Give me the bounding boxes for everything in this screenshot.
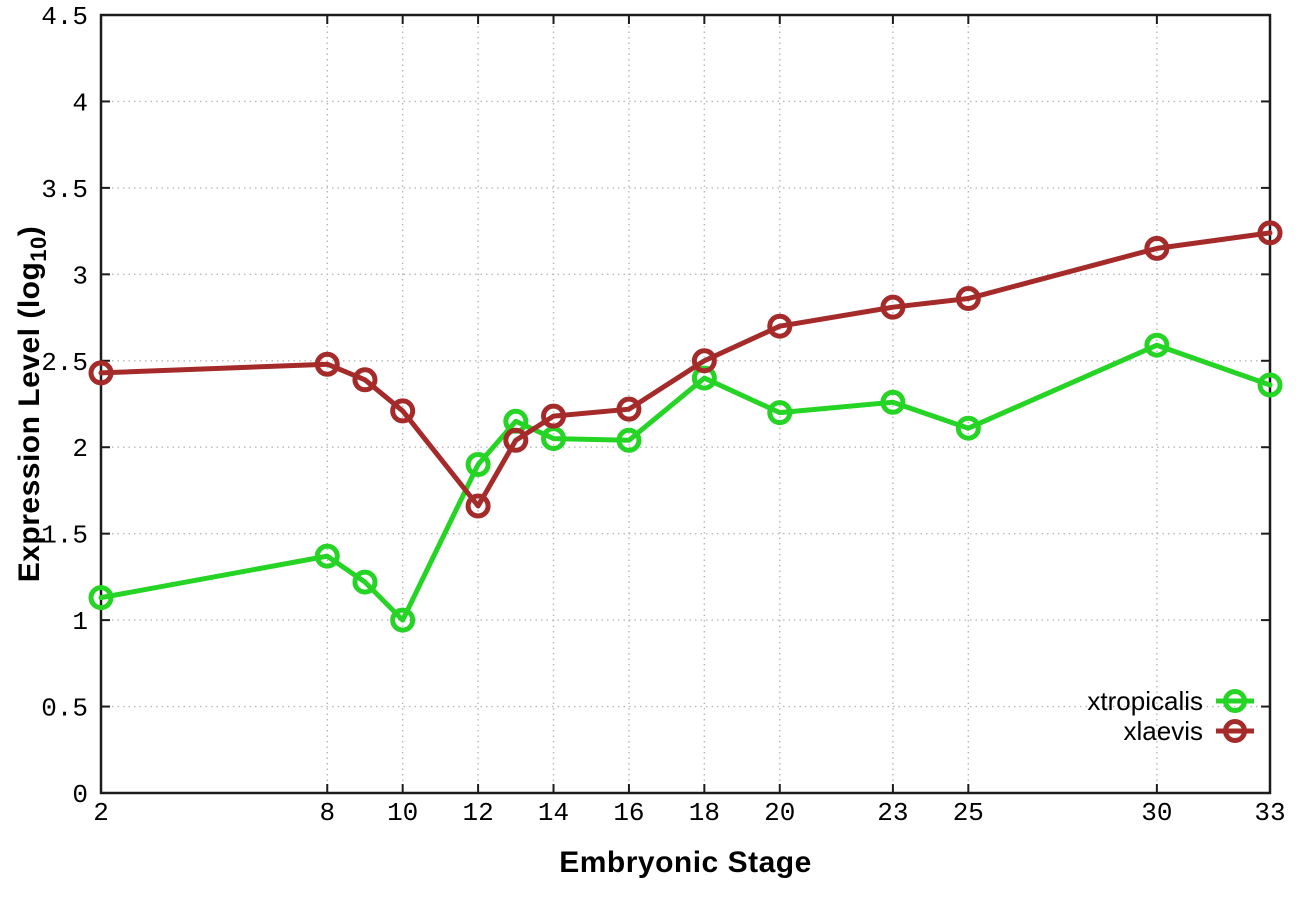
y-tick-label-1.5: 1.5 <box>41 521 88 551</box>
data-point-xlaevis-stage-10 <box>390 398 416 424</box>
legend-marker-xlaevis <box>1216 719 1254 743</box>
y-axis-title-subscript: 10 <box>26 236 51 262</box>
data-point-xtropicalis-stage-20 <box>767 400 793 426</box>
data-point-xlaevis-stage-16 <box>616 396 642 422</box>
data-point-xtropicalis-stage-18 <box>691 365 717 391</box>
y-tick-label-0: 0 <box>72 780 88 810</box>
x-tick-label-23: 23 <box>877 798 908 828</box>
data-point-xtropicalis-stage-10 <box>390 607 416 633</box>
x-axis-title: Embryonic Stage <box>559 846 812 879</box>
legend-entry-xlaevis: xlaevis <box>1124 716 1255 746</box>
y-axis-title-main: Expression Level (log <box>13 261 46 583</box>
legend-marker-xtropicalis <box>1216 689 1254 713</box>
series-xlaevis <box>88 220 1283 519</box>
y-tick-label-3: 3 <box>72 261 88 291</box>
data-point-xlaevis-stage-33 <box>1257 220 1283 246</box>
y-tick-label-1: 1 <box>72 607 88 637</box>
data-point-xlaevis-stage-25 <box>955 286 981 312</box>
x-tick-label-25: 25 <box>953 798 984 828</box>
data-point-xlaevis-stage-14 <box>541 403 567 429</box>
y-tick-label-2.5: 2.5 <box>41 348 88 378</box>
chart-legend: xtropicalis xlaevis <box>1087 686 1255 746</box>
x-tick-label-30: 30 <box>1141 798 1172 828</box>
legend-circle-icon <box>1223 689 1247 713</box>
x-tick-label-2: 2 <box>93 798 109 828</box>
data-point-xlaevis-stage-2 <box>88 360 114 386</box>
data-point-xtropicalis-stage-9 <box>352 569 378 595</box>
legend-label-xlaevis: xlaevis <box>1123 715 1203 746</box>
data-point-xlaevis-stage-9 <box>352 367 378 393</box>
y-tick-label-4: 4 <box>72 88 88 118</box>
data-point-xtropicalis-stage-12 <box>465 452 491 478</box>
legend-entry-xtropicalis: xtropicalis <box>1087 686 1255 716</box>
x-tick-label-8: 8 <box>319 798 335 828</box>
x-tick-label-12: 12 <box>462 798 493 828</box>
data-point-xtropicalis-stage-23 <box>880 389 906 415</box>
y-tick-label-3.5: 3.5 <box>41 175 88 205</box>
data-point-xlaevis-stage-23 <box>880 294 906 320</box>
x-tick-label-33: 33 <box>1254 798 1285 828</box>
x-tick-label-20: 20 <box>764 798 795 828</box>
series-xtropicalis <box>88 332 1283 633</box>
data-point-xtropicalis-stage-2 <box>88 585 114 611</box>
x-tick-label-18: 18 <box>689 798 720 828</box>
plot-border <box>99 13 1272 795</box>
data-point-xtropicalis-stage-30 <box>1144 332 1170 358</box>
x-tick-label-16: 16 <box>613 798 644 828</box>
legend-label-xtropicalis: xtropicalis <box>1087 685 1203 716</box>
y-tick-label-0.5: 0.5 <box>41 694 88 724</box>
y-axis-title-end: ) <box>13 225 46 237</box>
data-point-xtropicalis-stage-8 <box>314 543 340 569</box>
data-point-xlaevis-stage-20 <box>767 313 793 339</box>
data-point-xlaevis-stage-8 <box>314 351 340 377</box>
tick-labels: 2 8 10 12 14 16 18 20 23 25 30 33 0 0.5 1 1.5 2 2.5 3 3.5 4 4… <box>41 2 1285 828</box>
data-point-xlaevis-stage-30 <box>1144 235 1170 261</box>
y-tick-label-2: 2 <box>72 434 88 464</box>
y-tick-label-4.5: 4.5 <box>41 2 88 32</box>
axis-ticks <box>100 14 1271 794</box>
x-tick-label-10: 10 <box>387 798 418 828</box>
gridlines <box>100 14 1271 794</box>
data-point-xtropicalis-stage-25 <box>955 415 981 441</box>
data-point-xtropicalis-stage-33 <box>1257 372 1283 398</box>
data-point-xlaevis-stage-13 <box>503 427 529 453</box>
data-point-xtropicalis-stage-16 <box>616 427 642 453</box>
series-line-xtropicalis <box>98 342 1273 623</box>
legend-circle-icon <box>1223 719 1247 743</box>
data-point-xlaevis-stage-12 <box>465 493 491 519</box>
data-point-xlaevis-stage-18 <box>691 348 717 374</box>
x-tick-label-14: 14 <box>538 798 569 828</box>
